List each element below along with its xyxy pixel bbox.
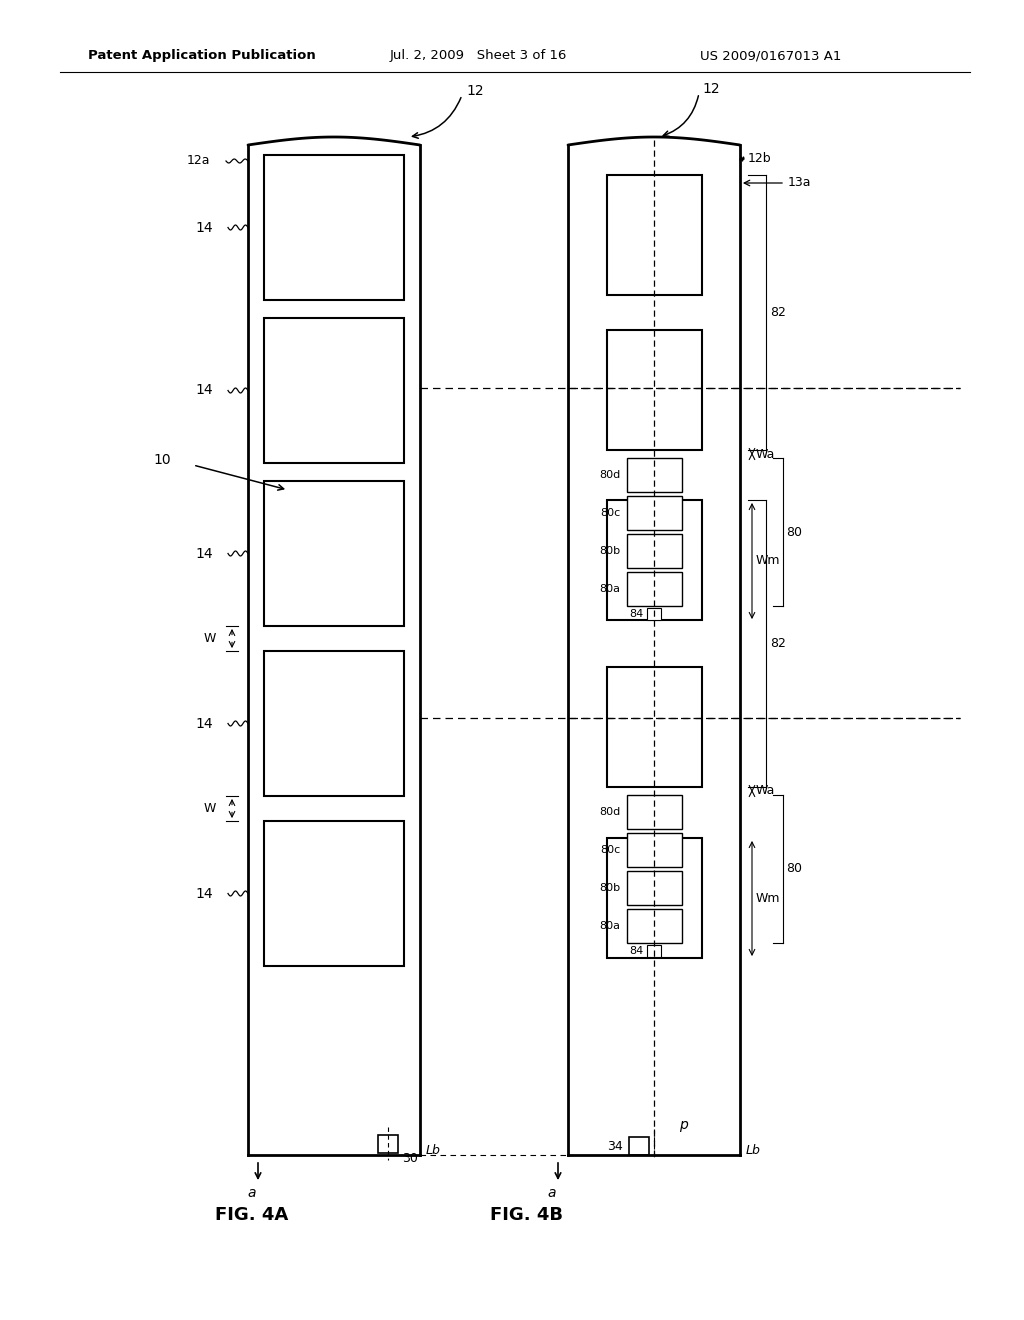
Bar — [264, 651, 404, 796]
Bar — [606, 500, 701, 620]
Text: 80: 80 — [786, 525, 802, 539]
Text: 34: 34 — [607, 1139, 623, 1152]
Text: 12b: 12b — [748, 153, 772, 165]
Text: Wm: Wm — [756, 554, 780, 568]
Text: US 2009/0167013 A1: US 2009/0167013 A1 — [700, 49, 842, 62]
Bar — [264, 318, 404, 463]
Text: a: a — [248, 1185, 256, 1200]
Bar — [264, 480, 404, 626]
Text: 80a: 80a — [599, 921, 621, 931]
Text: 12: 12 — [466, 84, 483, 98]
Text: FIG. 4A: FIG. 4A — [215, 1206, 288, 1224]
Text: W: W — [204, 632, 216, 645]
Bar — [378, 1135, 398, 1152]
Text: FIG. 4B: FIG. 4B — [490, 1206, 563, 1224]
Bar — [264, 821, 404, 966]
Bar — [627, 535, 682, 568]
Text: 80c: 80c — [600, 845, 621, 855]
Bar — [647, 945, 662, 957]
Bar — [647, 609, 662, 620]
Text: p: p — [679, 1118, 688, 1133]
Text: 82: 82 — [770, 638, 785, 649]
Text: Lb: Lb — [426, 1143, 441, 1156]
Text: 14: 14 — [196, 717, 213, 730]
Text: 13a: 13a — [788, 177, 811, 190]
Bar — [627, 572, 682, 606]
Text: 14: 14 — [196, 546, 213, 561]
Text: 80b: 80b — [599, 883, 621, 894]
Text: W: W — [204, 803, 216, 814]
Text: a: a — [548, 1185, 556, 1200]
Text: 14: 14 — [196, 220, 213, 235]
Text: 10: 10 — [153, 453, 171, 467]
Text: Patent Application Publication: Patent Application Publication — [88, 49, 315, 62]
Bar — [606, 176, 701, 294]
Text: 12: 12 — [702, 82, 720, 96]
Bar — [627, 909, 682, 942]
Text: 12a: 12a — [186, 154, 210, 168]
Text: Lb: Lb — [746, 1143, 761, 1156]
Text: 84: 84 — [630, 609, 644, 619]
Bar — [627, 833, 682, 867]
Text: Wm: Wm — [756, 892, 780, 906]
Text: 82: 82 — [770, 306, 785, 319]
Text: 30: 30 — [402, 1152, 418, 1166]
Bar — [627, 458, 682, 492]
Text: 80a: 80a — [599, 583, 621, 594]
Text: 80b: 80b — [599, 546, 621, 556]
Bar — [627, 871, 682, 906]
Bar — [627, 496, 682, 531]
Text: 80: 80 — [786, 862, 802, 875]
Text: 14: 14 — [196, 384, 213, 397]
Text: Wa: Wa — [756, 784, 775, 797]
Text: 80d: 80d — [599, 470, 621, 480]
Bar — [627, 795, 682, 829]
Text: 84: 84 — [630, 946, 644, 956]
Text: Wa: Wa — [756, 447, 775, 461]
Text: 80c: 80c — [600, 508, 621, 517]
Bar — [606, 667, 701, 787]
Text: Jul. 2, 2009   Sheet 3 of 16: Jul. 2, 2009 Sheet 3 of 16 — [390, 49, 567, 62]
Bar — [606, 838, 701, 958]
Text: 80d: 80d — [599, 807, 621, 817]
Text: 14: 14 — [196, 887, 213, 900]
Bar — [629, 1137, 649, 1155]
Bar — [606, 330, 701, 450]
Bar — [264, 154, 404, 300]
